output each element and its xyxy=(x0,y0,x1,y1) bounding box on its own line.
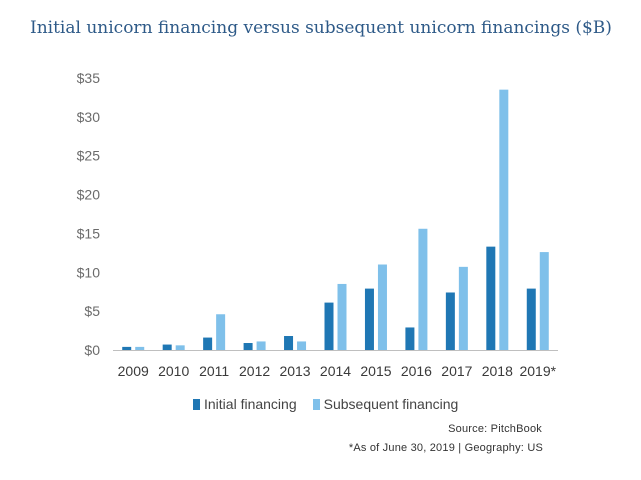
bar-initial-2019 xyxy=(526,288,536,350)
bar-subsequent-2009 xyxy=(135,346,145,350)
y-tick-label: $15 xyxy=(77,225,101,241)
bar-subsequent-2010 xyxy=(175,345,185,350)
bar-subsequent-2011 xyxy=(216,314,226,350)
y-tick-label: $30 xyxy=(77,109,101,125)
y-tick-label: $0 xyxy=(84,342,100,358)
bar-initial-2010 xyxy=(162,344,172,350)
bar-subsequent-2019 xyxy=(539,252,549,350)
legend-label-subsequent: Subsequent financing xyxy=(323,396,459,412)
x-tick-label: 2016 xyxy=(401,363,432,379)
x-tick-label: 2017 xyxy=(441,363,472,379)
bar-subsequent-2016 xyxy=(418,228,428,350)
legend-item-initial: Initial financing xyxy=(193,396,297,412)
footnote: *As of June 30, 2019 | Geography: US xyxy=(348,442,543,454)
y-tick-label: $35 xyxy=(77,70,101,86)
legend-swatch-subsequent xyxy=(312,398,320,410)
y-tick-label: $10 xyxy=(77,264,101,280)
x-tick-label: 2009 xyxy=(118,363,149,379)
bar-subsequent-2013 xyxy=(297,341,307,350)
x-tick-label: 2012 xyxy=(239,363,270,379)
x-tick-label: 2014 xyxy=(320,363,351,379)
chart-title: Initial unicorn financing versus subsequ… xyxy=(30,18,612,38)
legend: Initial financing Subsequent financing xyxy=(193,396,458,412)
y-tick-label: $25 xyxy=(77,148,101,164)
bar-initial-2017 xyxy=(445,292,455,350)
x-tick-label: 2011 xyxy=(199,363,229,379)
bar-subsequent-2018 xyxy=(499,89,509,351)
bar-initial-2013 xyxy=(284,336,294,350)
bar-initial-2009 xyxy=(122,346,132,350)
y-tick-label: $5 xyxy=(84,303,100,319)
bar-subsequent-2014 xyxy=(337,283,347,350)
bar-initial-2015 xyxy=(364,288,374,350)
legend-swatch-initial xyxy=(193,398,200,410)
x-tick-label: 2010 xyxy=(158,363,189,379)
x-tick-label: 2019* xyxy=(519,363,556,379)
x-tick-label: 2015 xyxy=(360,363,391,379)
bar-subsequent-2017 xyxy=(458,266,468,350)
bar-subsequent-2012 xyxy=(256,341,266,350)
x-tick-label: 2018 xyxy=(482,363,513,379)
bar-initial-2011 xyxy=(203,337,213,350)
bar-initial-2014 xyxy=(324,302,334,350)
source-note: Source: PitchBook xyxy=(448,423,542,435)
y-axis: $0 $5 $10 $15 $20 $25 $30 $35 xyxy=(77,70,101,358)
bar-initial-2012 xyxy=(243,343,253,350)
bar-subsequent-2015 xyxy=(377,264,387,350)
x-tick-label: 2013 xyxy=(279,363,310,379)
bars xyxy=(122,89,549,351)
legend-label-initial: Initial financing xyxy=(204,396,297,412)
y-tick-label: $20 xyxy=(77,187,101,203)
legend-item-subsequent: Subsequent financing xyxy=(312,396,459,412)
bar-initial-2018 xyxy=(486,246,496,350)
x-axis: 2009 2010 2011 2012 2013 2014 2015 2016 2017 2018… xyxy=(118,363,557,379)
bar-initial-2016 xyxy=(405,327,415,350)
